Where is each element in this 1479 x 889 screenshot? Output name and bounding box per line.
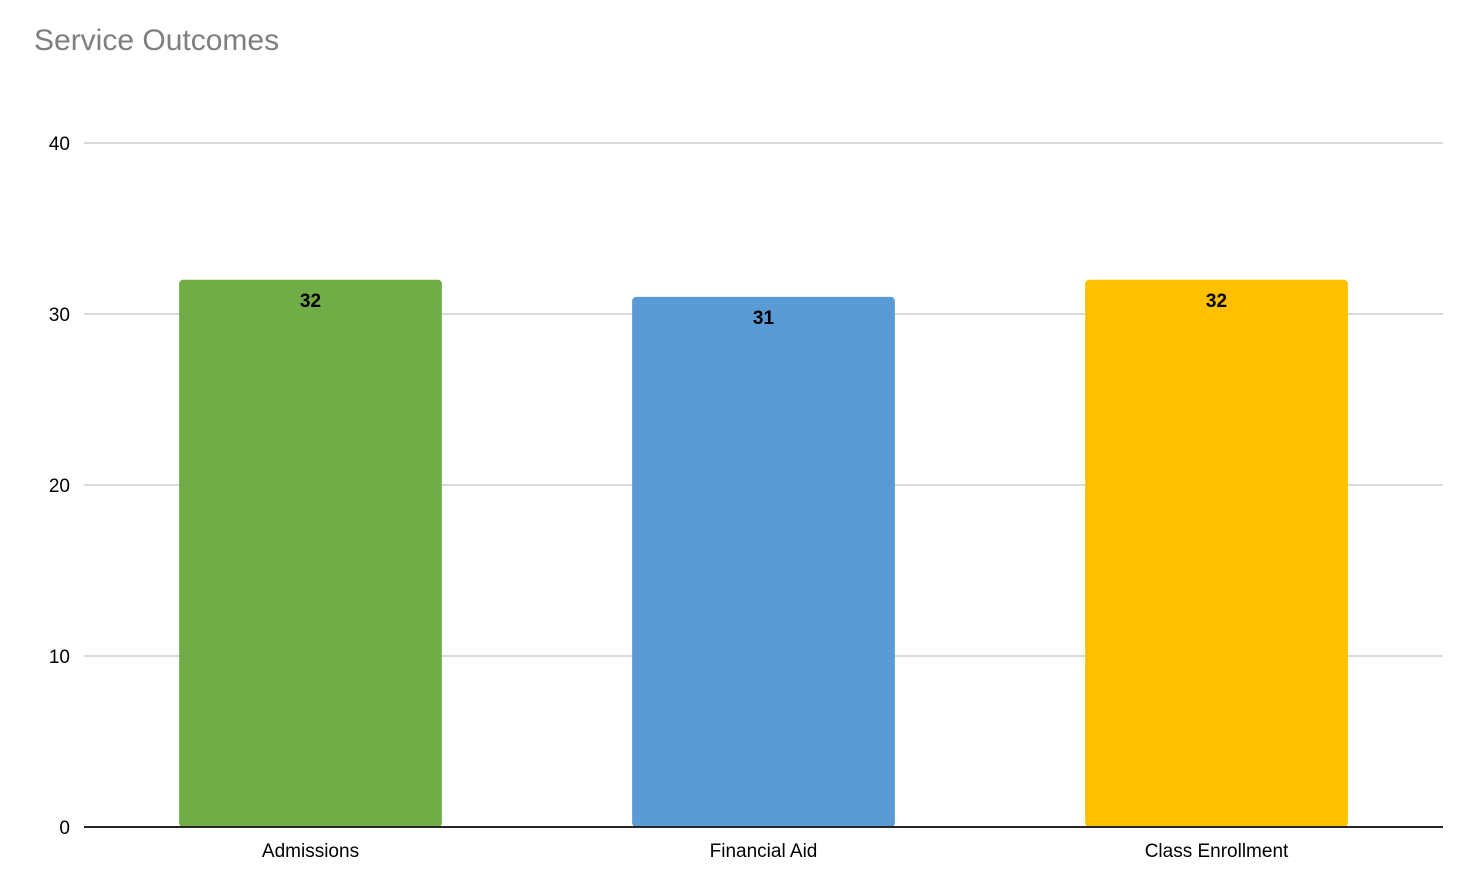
bar-class-enrollment: [1085, 279, 1348, 827]
y-tick-label: 30: [49, 305, 70, 326]
x-tick-label: Class Enrollment: [1145, 841, 1289, 862]
y-tick-label: 0: [59, 818, 70, 839]
bar-admissions: [179, 279, 442, 827]
data-label: 32: [300, 291, 321, 312]
data-label: 32: [1206, 291, 1227, 312]
y-tick-label: 10: [49, 647, 70, 668]
bar-financial-aid: [632, 296, 895, 827]
y-tick-label: 40: [49, 134, 70, 155]
chart-title: Service Outcomes: [34, 24, 280, 57]
data-label: 31: [753, 308, 775, 329]
y-axis-ticks: 0 10 20 30 40: [49, 134, 70, 839]
x-tick-label: Financial Aid: [710, 841, 818, 862]
y-tick-label: 20: [49, 476, 70, 497]
x-axis-labels: Admissions Financial Aid Class Enrollment: [262, 841, 1289, 862]
x-tick-label: Admissions: [262, 841, 359, 862]
data-labels: 32 31 32: [300, 291, 1227, 329]
bars: [179, 279, 1348, 827]
